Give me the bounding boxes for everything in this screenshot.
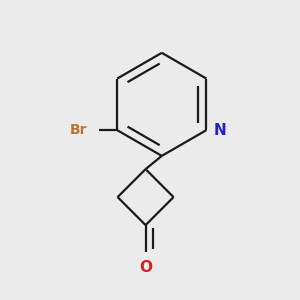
Text: N: N: [214, 123, 226, 138]
Text: Br: Br: [70, 123, 88, 137]
Text: O: O: [139, 260, 152, 275]
